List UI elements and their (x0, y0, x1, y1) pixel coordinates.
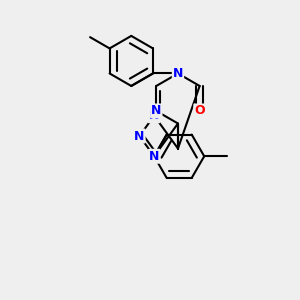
Text: N: N (149, 150, 159, 163)
Text: N: N (173, 67, 183, 80)
Text: N: N (151, 104, 161, 118)
Text: N: N (134, 130, 145, 142)
Text: N: N (149, 109, 159, 122)
Text: O: O (194, 104, 205, 118)
